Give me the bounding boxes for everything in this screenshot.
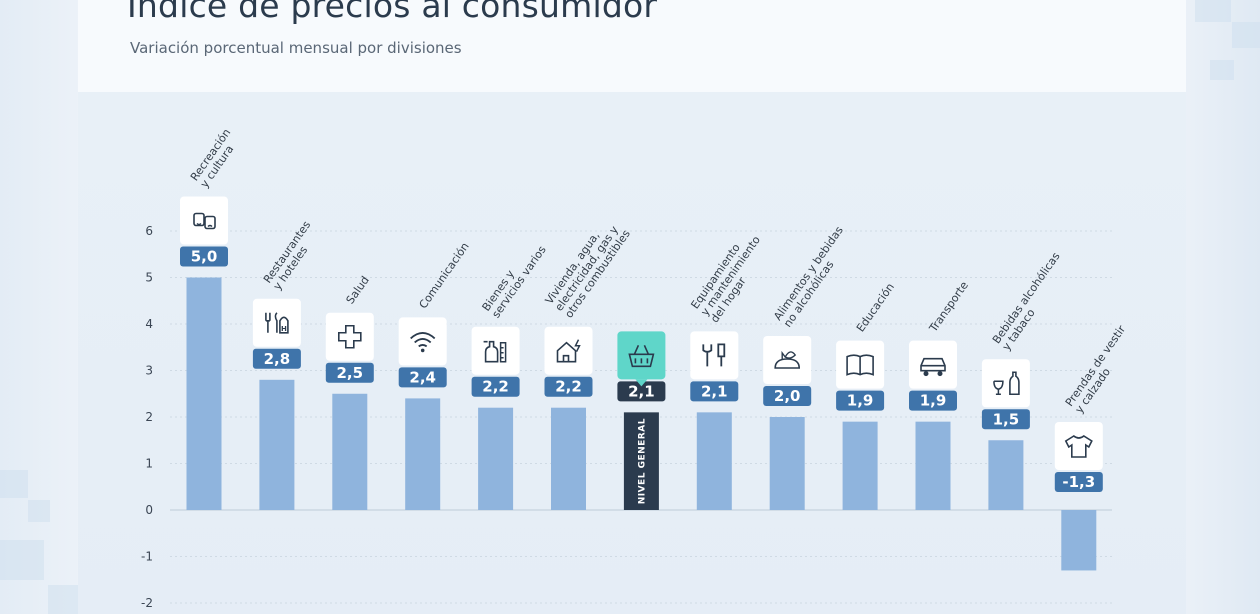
svg-text:H: H: [281, 325, 287, 333]
value-label: 2,5: [337, 364, 364, 382]
bar: [332, 393, 368, 510]
shopping-basket-icon: [617, 331, 666, 387]
chart-header: [78, 0, 1186, 92]
value-label: 2,2: [482, 378, 509, 396]
tools-icon: [690, 331, 739, 380]
bar: [915, 421, 951, 510]
bar: [259, 379, 295, 510]
y-tick-label: 2: [145, 410, 153, 424]
bar: [405, 398, 441, 510]
open-book-icon: [836, 340, 885, 389]
bar: [769, 417, 805, 510]
value-label-box: [617, 381, 666, 402]
bread-fish-icon: [763, 336, 812, 384]
value-label-box: [836, 390, 885, 411]
value-label-box: [471, 376, 520, 397]
bar: [1061, 510, 1097, 571]
y-tick-label: 1: [145, 457, 153, 471]
value-label: 1,9: [847, 392, 874, 410]
decorative-pixel-block: [48, 585, 78, 614]
wifi-icon: [398, 317, 447, 366]
y-tick-label: 0: [145, 503, 153, 517]
bar: [696, 412, 732, 510]
value-label: 2,2: [555, 378, 582, 396]
value-label: 2,0: [774, 387, 801, 405]
chart-subtitle: Variación porcentual mensual por divisio…: [130, 39, 462, 57]
value-label-box: [909, 390, 957, 411]
value-label-box: [252, 348, 301, 369]
bar: [988, 440, 1024, 510]
decorative-pixel-block: [28, 500, 50, 522]
value-label-box: [398, 367, 447, 388]
value-label: 2,8: [264, 350, 291, 368]
y-tick-label: 3: [145, 364, 153, 378]
bottle-glass-icon: [981, 359, 1030, 408]
cleaning-products-icon: [471, 326, 520, 375]
category-label: Equipamientoy mantenimientodel hogar: [688, 227, 772, 326]
decorative-pixel-block: [1195, 0, 1231, 22]
chart-title: Índice de precios al consumidor: [127, 0, 658, 25]
category-label: Vivienda, agua,electricidad, gas yotros …: [543, 213, 633, 320]
value-label: 2,1: [701, 382, 728, 400]
y-tick-label: 5: [145, 271, 153, 285]
category-label: Educación: [854, 281, 897, 335]
general-level-bar-label: NIVEL GENERAL: [637, 418, 647, 504]
value-label-box: [1054, 472, 1103, 492]
theater-masks-icon: [180, 196, 228, 245]
value-label: 2,1: [628, 382, 655, 400]
value-label: 1,9: [920, 392, 947, 410]
car-icon: [909, 340, 957, 389]
category-label: Bebidas alcohólicasy tabaco: [990, 250, 1073, 353]
y-tick-label: 6: [145, 224, 153, 238]
value-label: -1,3: [1062, 473, 1095, 491]
bar: [478, 407, 514, 510]
y-tick-label: 4: [145, 317, 153, 331]
bar: [186, 277, 222, 510]
value-label-box: [981, 409, 1030, 430]
value-label-box: [180, 246, 228, 267]
house-energy-icon: [544, 326, 593, 375]
y-tick-label: -1: [141, 550, 153, 564]
category-label: Prendas de vestiry calzado: [1063, 323, 1139, 416]
value-label-box: [690, 381, 739, 402]
restaurant-hotel-icon: H: [252, 298, 301, 347]
decorative-pixel-block: [0, 470, 28, 498]
value-label: 2,4: [409, 368, 436, 386]
y-tick-label: -2: [141, 596, 153, 610]
health-cross-icon: [325, 312, 374, 361]
value-label-box: [325, 362, 374, 383]
value-label-box: [544, 376, 593, 397]
value-label: 5,0: [191, 248, 218, 266]
category-label: Transporte: [926, 279, 971, 335]
bar: [623, 412, 659, 510]
bar: [842, 421, 878, 510]
category-label: Comunicación: [417, 240, 472, 311]
category-label: Alimentos y bebidasno alcohólicas: [771, 224, 856, 330]
decorative-pixel-block: [1232, 22, 1260, 48]
category-label: Restaurantesy hoteles: [261, 218, 323, 292]
bar: [551, 407, 586, 510]
value-label: 1,5: [993, 410, 1020, 428]
value-label-box: [763, 386, 812, 406]
shirt-icon: [1054, 422, 1103, 470]
category-label: Salud: [344, 274, 372, 307]
category-label: Bienes yservicios varios: [480, 236, 549, 320]
decorative-pixel-block: [1210, 60, 1234, 80]
category-label: Recreacióny cultura: [188, 126, 243, 190]
decorative-pixel-block: [0, 540, 44, 580]
